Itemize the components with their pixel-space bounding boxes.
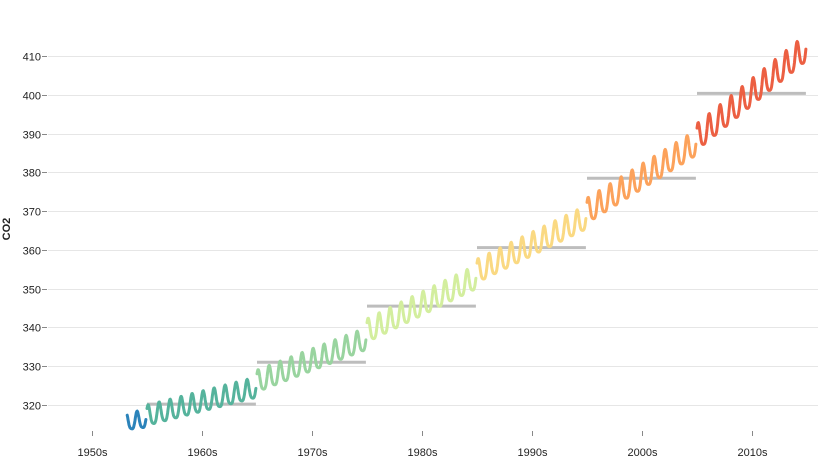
y-tick-label: 360 xyxy=(23,246,41,258)
x-tick-label: 2000s xyxy=(628,447,658,459)
y-tick-label: 340 xyxy=(23,323,41,335)
series-line-1950s xyxy=(125,409,148,431)
series-line-2010s xyxy=(695,40,808,146)
x-tick-label: 1980s xyxy=(408,447,438,459)
y-axis-title: CO2 xyxy=(1,218,13,241)
x-tick-label: 1960s xyxy=(188,447,218,459)
y-tick-label: 370 xyxy=(23,207,41,219)
y-tick-label: 330 xyxy=(23,362,41,374)
decade-series-lines xyxy=(125,40,808,431)
series-line-2000s xyxy=(585,134,698,221)
x-tick-label: 2010s xyxy=(738,447,768,459)
y-tick-label: 410 xyxy=(23,52,41,64)
series-line-1980s xyxy=(365,268,478,341)
x-axis: 1950s 1960s 1970s 1980s 1990s 2000s 2010s xyxy=(78,431,768,459)
y-axis: 320 330 340 350 360 370 380 390 400 410 xyxy=(23,52,47,413)
x-tick-label: 1950s xyxy=(78,447,108,459)
grid-layer xyxy=(48,56,818,406)
y-tick-label: 380 xyxy=(23,168,41,180)
y-tick-label: 400 xyxy=(23,91,41,103)
series-line-1960s xyxy=(145,377,258,425)
series-line-1970s xyxy=(255,329,368,391)
series-line-1990s xyxy=(475,208,588,281)
y-tick-label: 390 xyxy=(23,130,41,142)
x-tick-label: 1990s xyxy=(518,447,548,459)
x-tick-label: 1970s xyxy=(298,447,328,459)
y-tick-label: 320 xyxy=(23,401,41,413)
y-tick-label: 350 xyxy=(23,285,41,297)
